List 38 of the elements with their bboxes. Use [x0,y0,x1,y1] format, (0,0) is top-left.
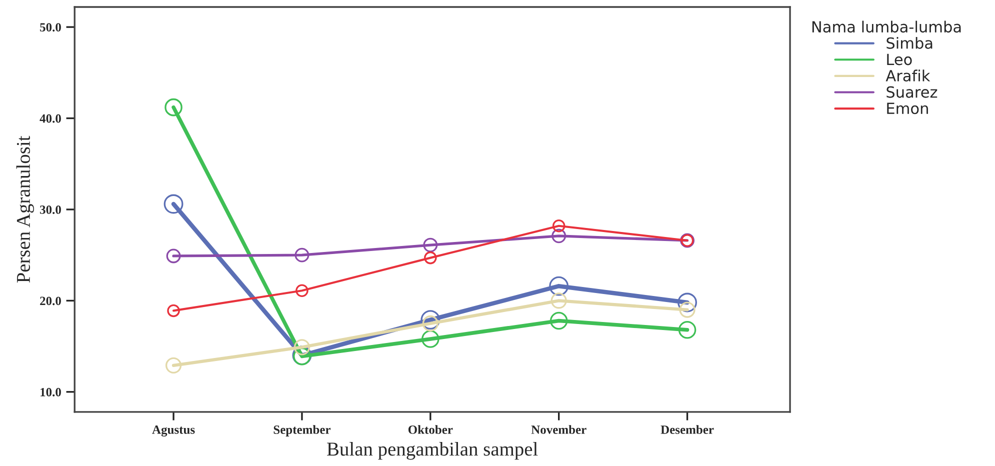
y-tick-label: 40.0 [40,114,61,123]
point [678,320,696,339]
point [552,219,566,232]
point [294,339,310,356]
point [678,292,698,312]
point [550,312,568,330]
y-tick-label: 50.0 [40,23,61,32]
legend-label: Arafik [886,70,930,82]
legend-label: Suarez [886,86,938,98]
y-tick-label: 10.0 [40,388,61,396]
point [165,357,182,374]
point [550,292,567,309]
point [422,315,438,332]
x-tick-label: September [274,425,331,436]
legend-label: Simba [886,37,932,49]
point [422,330,440,348]
legend-title: Nama lumba-lumba [812,20,961,33]
point [164,194,184,214]
point [294,248,310,262]
point [296,284,308,298]
point [164,98,182,116]
y-tick-label: 30.0 [40,205,61,214]
legend-label: Leo [887,54,912,66]
x-tick-label: November [531,425,586,434]
point [424,251,437,264]
x-axis-title: Bulan pengambilan sampel [327,442,538,460]
x-tick-label: Agustus [152,425,195,436]
point [166,248,181,264]
x-tick-label: Oktober [408,425,453,434]
point [423,238,438,252]
point [420,310,440,330]
y-tick-label: 20.0 [40,296,61,306]
legend-label: Emon [887,102,928,114]
y-axis-title: Persen Agranulosit [16,136,34,283]
point [167,304,180,318]
x-tick-label: Desember [660,425,714,434]
point [552,228,566,244]
point [549,276,569,296]
